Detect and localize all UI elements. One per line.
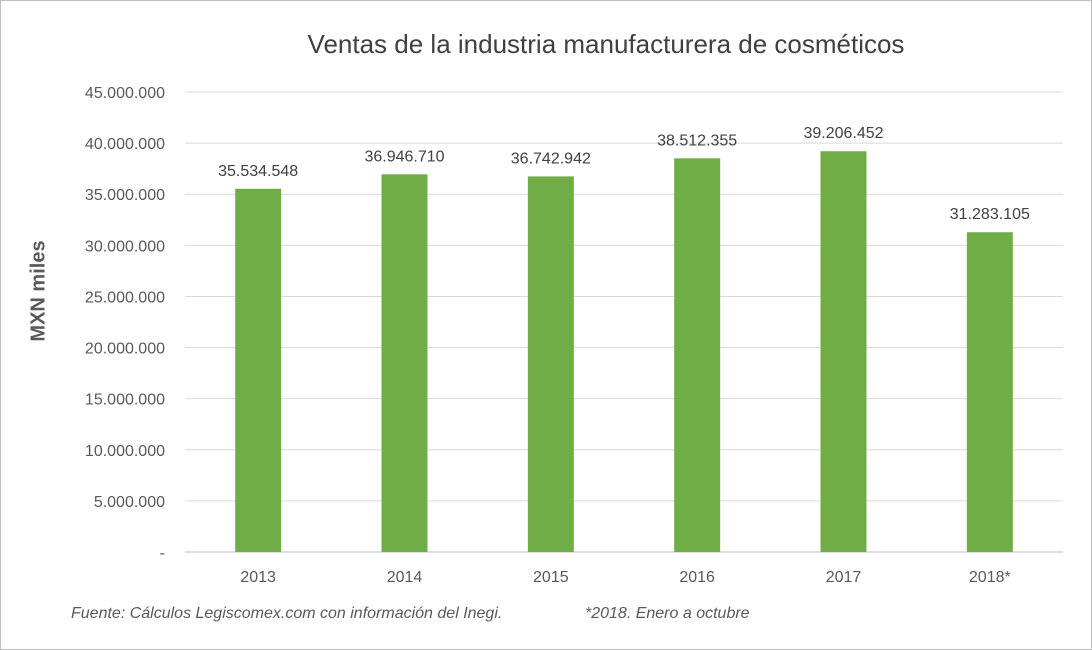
y-tick-label: 25.000.000	[85, 289, 165, 306]
bar	[527, 176, 574, 552]
data-label: 31.283.105	[950, 206, 1030, 223]
bar	[674, 158, 721, 552]
y-tick-label: 30.000.000	[85, 238, 165, 255]
y-tick-label: -	[160, 545, 165, 562]
x-tick-label: 2014	[387, 569, 423, 586]
data-label: 39.206.452	[803, 125, 883, 142]
y-tick-label: 45.000.000	[85, 85, 165, 102]
data-labels: 35.534.548 36.946.710 36.742.942 38.512.355…	[218, 125, 1030, 223]
y-tick-label: 15.000.000	[85, 392, 165, 409]
bar	[820, 151, 867, 552]
source-note: Fuente: Cálculos Legiscomex.com con info…	[71, 605, 503, 622]
y-axis-ticks: - 5.000.000 10.000.000 15.000.000 20.000.000…	[85, 85, 165, 562]
bars	[235, 151, 1013, 553]
gridlines	[185, 91, 1063, 553]
y-tick-label: 10.000.000	[85, 443, 165, 460]
x-tick-label: 2015	[533, 569, 569, 586]
bar	[381, 174, 428, 553]
data-label: 35.534.548	[218, 163, 298, 180]
y-tick-label: 20.000.000	[85, 341, 165, 358]
chart-title: Ventas de la industria manufacturera de …	[307, 29, 905, 59]
data-label: 36.946.710	[364, 148, 444, 165]
x-axis-ticks: 2013 2014 2015 2016 2017 2018*	[240, 569, 1010, 586]
y-tick-label: 40.000.000	[85, 136, 165, 153]
data-label: 38.512.355	[657, 132, 737, 149]
x-tick-label: 2017	[826, 569, 862, 586]
y-tick-label: 35.000.000	[85, 187, 165, 204]
x-tick-label: 2018*	[969, 569, 1011, 586]
data-label: 36.742.942	[511, 150, 591, 167]
y-tick-label: 5.000.000	[94, 494, 165, 511]
footnote: *2018. Enero a octubre	[585, 605, 750, 622]
bar	[235, 188, 282, 553]
bar	[966, 232, 1013, 552]
x-tick-label: 2016	[679, 569, 715, 586]
x-tick-label: 2013	[240, 569, 276, 586]
